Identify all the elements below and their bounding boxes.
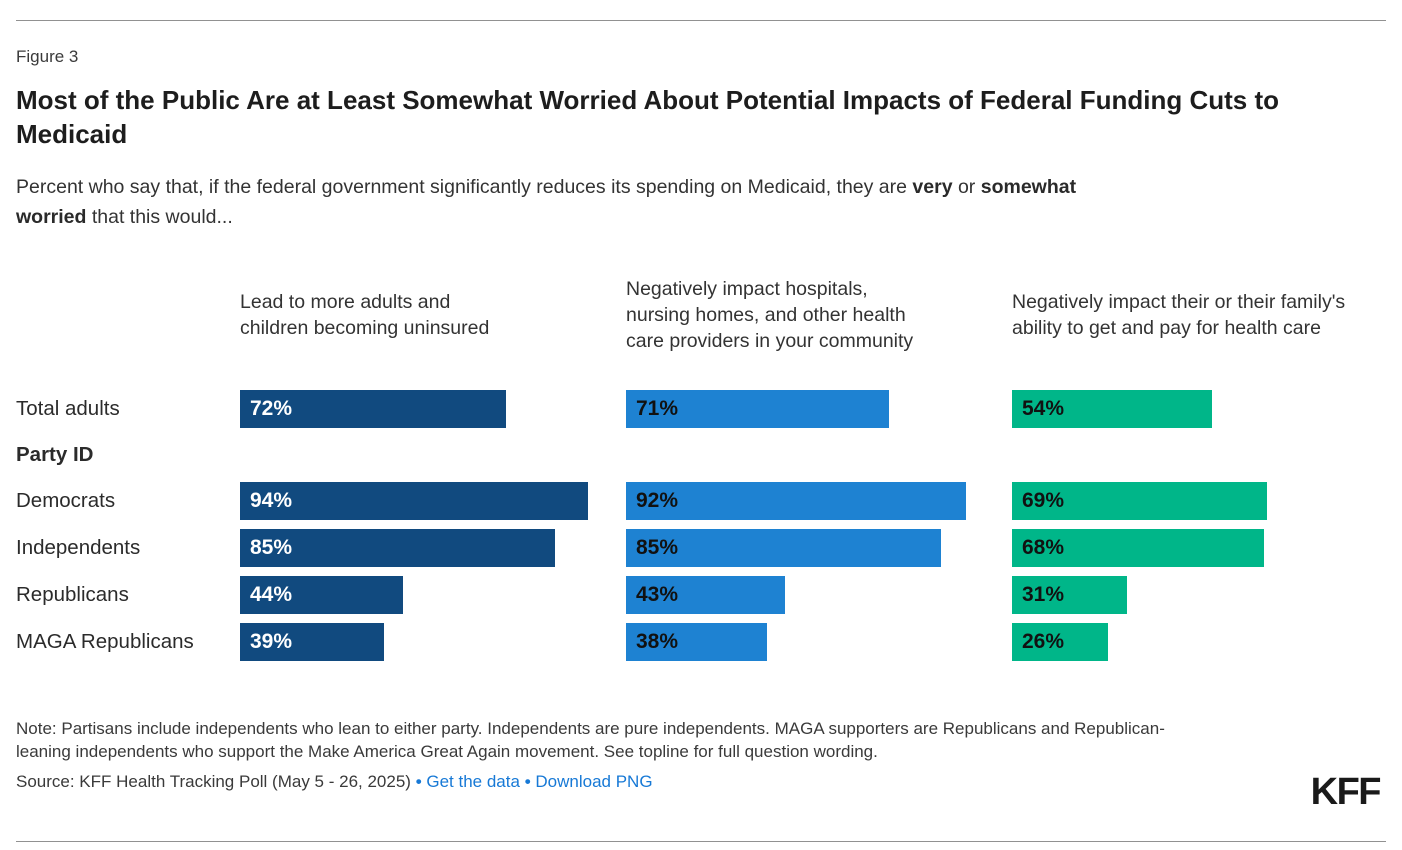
bar-row-republicans: Republicans 44% 43% 31% <box>16 576 1386 615</box>
bar-track: 85% <box>626 529 1012 568</box>
row-label: Democrats <box>16 489 116 513</box>
row-label: Republicans <box>16 583 129 607</box>
bar-value-label: 43% <box>636 583 679 607</box>
bar: 92% <box>626 482 967 521</box>
bar-track: 69% <box>1012 482 1398 521</box>
subtitle-bold-very: very <box>912 175 953 198</box>
bar-row-maga-republicans: MAGA Republicans 39% 38% 26% <box>16 623 1386 662</box>
subtitle-text-end: that this would... <box>86 205 233 228</box>
bar-track: 94% <box>240 482 626 521</box>
bar: 71% <box>626 390 889 429</box>
bar-track: 54% <box>1012 390 1398 429</box>
bar-value-label: 72% <box>250 397 293 421</box>
chart-subtitle: Percent who say that, if the federal gov… <box>16 172 1126 232</box>
bar-row-democrats: Democrats 94% 92% 69% <box>16 482 1386 521</box>
bar-value-label: 54% <box>1022 397 1065 421</box>
bar-value-label: 85% <box>636 536 679 560</box>
bar-value-label: 92% <box>636 489 679 513</box>
separator-dot: • <box>524 772 531 792</box>
separator-dot: • <box>415 772 422 792</box>
chart-title: Most of the Public Are at Least Somewhat… <box>16 85 1280 149</box>
group-row-party-id: Party ID <box>16 437 1386 473</box>
bar-value-label: 69% <box>1022 489 1065 513</box>
bar-track: 44% <box>240 576 626 615</box>
row-label: Independents <box>16 536 141 560</box>
column-header-2: Negatively impact hospitals, nursing hom… <box>626 277 914 353</box>
source-text: Source: KFF Health Tracking Poll (May 5 … <box>16 772 411 792</box>
group-label: Party ID <box>16 443 94 467</box>
bar-track: 43% <box>626 576 1012 615</box>
bar: 68% <box>1012 529 1264 568</box>
bar: 54% <box>1012 390 1212 429</box>
bar: 85% <box>240 529 555 568</box>
chart-note: Note: Partisans include independents who… <box>16 719 1165 762</box>
bar-track: 92% <box>626 482 1012 521</box>
bar-value-label: 71% <box>636 397 679 421</box>
source-row: Source: KFF Health Tracking Poll (May 5 … <box>16 772 1386 792</box>
bar-value-label: 94% <box>250 489 293 513</box>
column-headers-row: Lead to more adults and children becomin… <box>16 240 1386 390</box>
bar-track: 31% <box>1012 576 1398 615</box>
bar: 43% <box>626 576 786 615</box>
bar-track: 71% <box>626 390 1012 429</box>
bar-chart: Lead to more adults and children becomin… <box>16 240 1386 662</box>
bottom-divider <box>16 841 1386 842</box>
bar-value-label: 68% <box>1022 536 1065 560</box>
bar-value-label: 39% <box>250 630 293 654</box>
bar: 31% <box>1012 576 1127 615</box>
bar-value-label: 31% <box>1022 583 1065 607</box>
subtitle-bold-somewhat-worried: somewhat worried <box>16 175 1077 228</box>
bar: 72% <box>240 390 507 429</box>
bar-row-total-adults: Total adults 72% 71% 54% <box>16 390 1386 429</box>
bar-value-label: 26% <box>1022 630 1065 654</box>
bar: 69% <box>1012 482 1268 521</box>
bar-row-independents: Independents 85% 85% 68% <box>16 529 1386 568</box>
column-header-1: Lead to more adults and children becomin… <box>240 290 490 340</box>
bar: 44% <box>240 576 403 615</box>
chart-rows: Total adults 72% 71% 54% Party ID Democrats 94… <box>16 390 1386 662</box>
bar-track: 68% <box>1012 529 1398 568</box>
row-label: Total adults <box>16 397 120 421</box>
bar-track: 39% <box>240 623 626 662</box>
subtitle-text-or: or <box>952 175 981 198</box>
subtitle-text: Percent who say that, if the federal gov… <box>16 175 913 198</box>
row-label: MAGA Republicans <box>16 630 194 654</box>
bar: 85% <box>626 529 941 568</box>
get-the-data-link[interactable]: Get the data <box>426 772 520 792</box>
bar: 38% <box>626 623 767 662</box>
bar: 39% <box>240 623 385 662</box>
bar-value-label: 85% <box>250 536 293 560</box>
bar-track: 26% <box>1012 623 1398 662</box>
kff-logo: KFF <box>1310 771 1382 813</box>
figure-label: Figure 3 <box>16 47 79 66</box>
bar-track: 85% <box>240 529 626 568</box>
column-header-3: Negatively impact their or their family'… <box>1012 290 1346 340</box>
download-png-link[interactable]: Download PNG <box>535 772 653 792</box>
bar: 26% <box>1012 623 1109 662</box>
top-divider <box>16 20 1386 21</box>
bar-track: 38% <box>626 623 1012 662</box>
bar: 94% <box>240 482 588 521</box>
bar-value-label: 38% <box>636 630 679 654</box>
bar-value-label: 44% <box>250 583 293 607</box>
bar-track: 72% <box>240 390 626 429</box>
